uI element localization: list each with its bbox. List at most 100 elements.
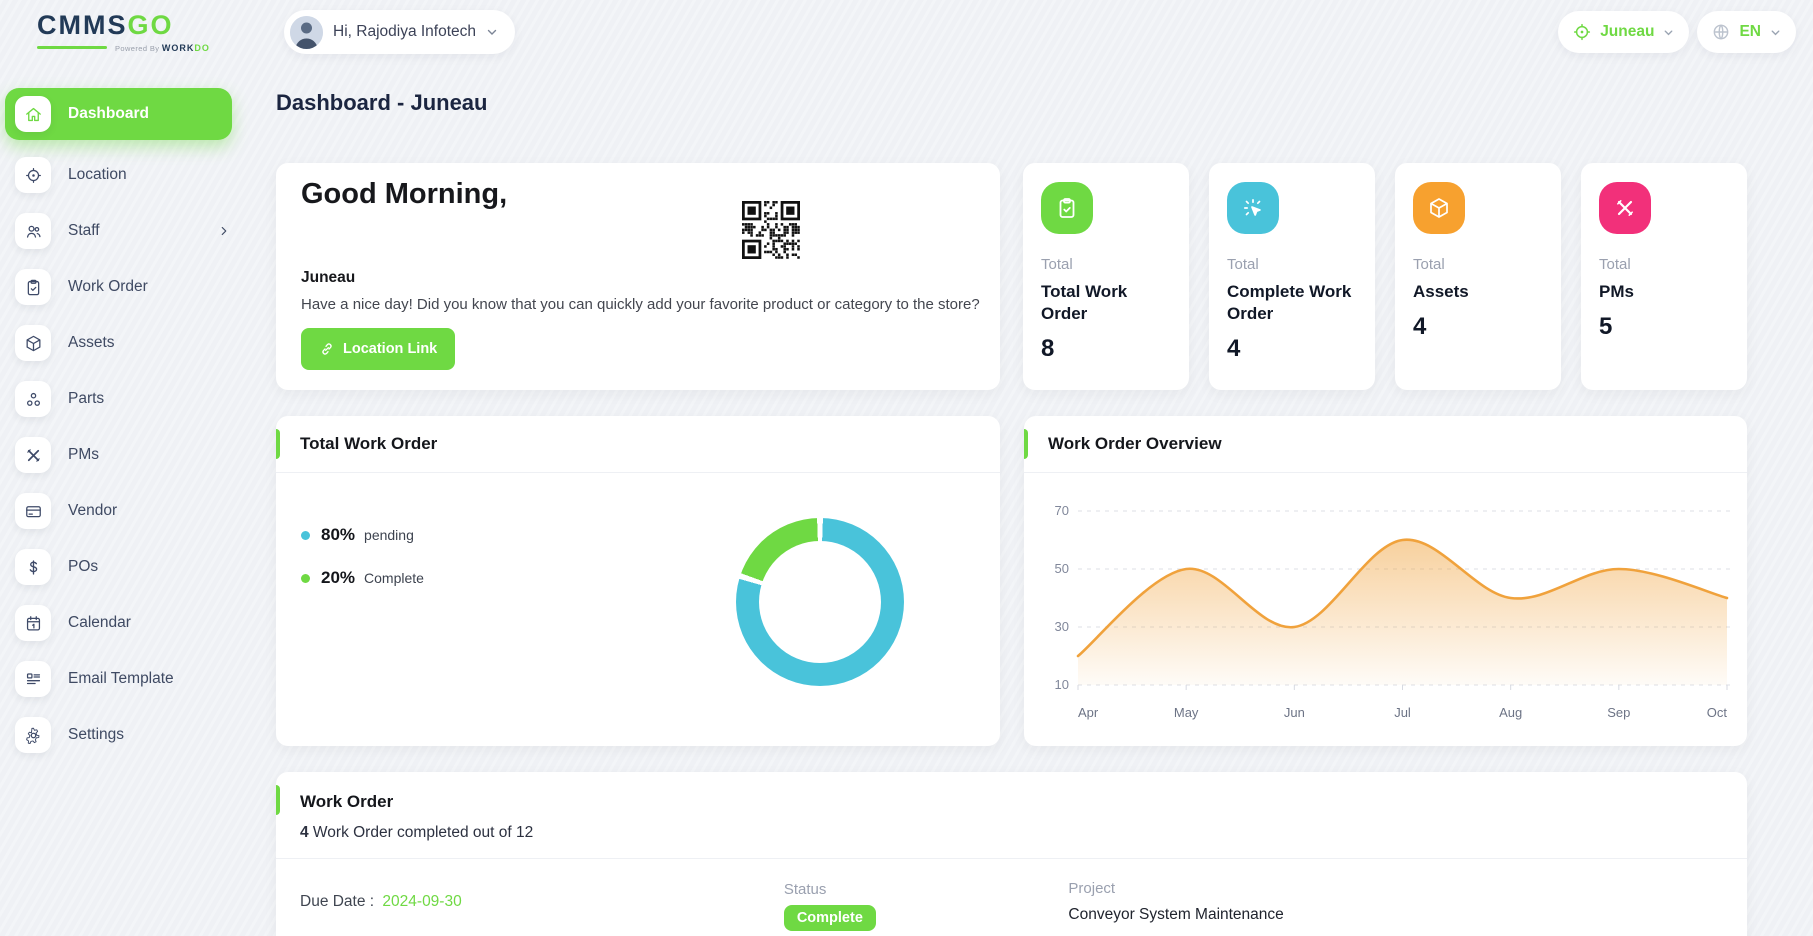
legend-dot: [301, 573, 310, 583]
legend-item-pending: 80% pending: [301, 525, 424, 545]
work-order-overview-card: Work Order Overview 10 30 50 70 Apr May Jun Jul…: [1024, 416, 1747, 746]
language-selector[interactable]: EN: [1697, 11, 1796, 53]
home-icon: [15, 96, 51, 132]
stat-card-assets: Total Assets 4: [1395, 163, 1561, 390]
work-order-detail-card: Work Order 4 Work Order completed out of…: [276, 772, 1747, 936]
clipboard-check-icon: [1041, 182, 1093, 234]
accent-bar: [276, 429, 280, 459]
parts-circles-icon: [15, 381, 51, 417]
crossed-tools-icon: [1599, 182, 1651, 234]
stat-card-complete-work-order: Total Complete Work Order 4: [1209, 163, 1375, 390]
user-menu[interactable]: Hi, Rajodiya Infotech: [284, 10, 516, 54]
language-selector-value: EN: [1739, 23, 1761, 40]
chevron-down-icon: [485, 25, 499, 39]
greeting-message: Have a nice day! Did you know that you c…: [301, 296, 980, 313]
sidebar-item-email-template[interactable]: Email Template: [15, 658, 231, 700]
total-work-order-card: Total Work Order 80% pending 20% Complet…: [276, 416, 1000, 746]
user-greeting: Hi, Rajodiya Infotech: [333, 23, 477, 40]
sidebar-item-pms[interactable]: PMs: [15, 434, 231, 476]
location-target-icon: [15, 157, 51, 193]
greeting-title: Good Morning,: [301, 178, 508, 210]
svg-text:Jun: Jun: [1284, 705, 1305, 720]
chevron-right-icon: [217, 224, 231, 238]
status-label: Status: [783, 881, 827, 898]
location-target-icon: [1574, 23, 1591, 41]
work-order-row[interactable]: Due Date : 2024-09-30 Status Complete Pr…: [276, 859, 1747, 931]
sidebar-item-staff[interactable]: Staff: [15, 210, 231, 252]
donut-legend: 80% pending 20% Complete: [301, 525, 424, 686]
svg-text:Oct: Oct: [1707, 705, 1728, 720]
svg-text:Sep: Sep: [1607, 705, 1630, 720]
greeting-card: Good Morning, Juneau Have a nice day! Di…: [276, 163, 1000, 390]
sidebar-item-assets[interactable]: Assets: [15, 322, 231, 364]
logo-underline: [37, 46, 107, 49]
sidebar-item-dashboard[interactable]: Dashboard: [5, 88, 232, 140]
sidebar-item-settings[interactable]: Settings: [15, 714, 231, 756]
svg-text:Aug: Aug: [1499, 705, 1522, 720]
overview-card-title: Work Order Overview: [1048, 434, 1222, 453]
stat-value: 4: [1227, 335, 1241, 363]
globe-icon: [1714, 24, 1729, 40]
clipboard-check-icon: [15, 269, 51, 305]
stat-card-total-work-order: Total Total Work Order 8: [1023, 163, 1189, 390]
legend-item-complete: 20% Complete: [301, 568, 424, 588]
calendar-icon: [15, 605, 51, 641]
stat-value: 5: [1599, 313, 1613, 341]
people-icon: [15, 213, 51, 249]
crossed-tools-icon: [15, 437, 51, 473]
svg-text:Jul: Jul: [1394, 705, 1411, 720]
location-selector[interactable]: Juneau: [1558, 11, 1690, 53]
due-date-value: 2024-09-30: [382, 893, 462, 910]
stat-value: 4: [1413, 313, 1427, 341]
cube-icon: [15, 325, 51, 361]
greeting-location-name: Juneau: [301, 269, 356, 286]
main-content: Dashboard - Juneau Good Morning, Juneau …: [243, 64, 1813, 936]
svg-text:10: 10: [1055, 677, 1069, 692]
stat-cards: Total Total Work Order 8 Total Complete …: [1023, 163, 1747, 390]
brand-logo[interactable]: CMMSGO Powered By WORKDO: [0, 9, 243, 53]
cursor-click-icon: [1227, 182, 1279, 234]
chevron-down-icon: [1771, 29, 1780, 35]
location-link-button[interactable]: Location Link: [301, 328, 456, 370]
topbar: CMMSGO Powered By WORKDO Hi, Rajodiya In…: [0, 0, 1813, 64]
accent-bar: [1024, 429, 1028, 459]
template-icon: [15, 661, 51, 697]
sidebar-item-parts[interactable]: Parts: [15, 378, 231, 420]
work-order-donut-chart: [736, 518, 904, 686]
donut-card-title: Total Work Order: [300, 434, 438, 453]
work-order-area-chart: 10 30 50 70 Apr May Jun Jul Aug Sep Oct: [1055, 503, 1733, 720]
gear-icon: [15, 717, 51, 753]
sidebar-item-pos[interactable]: POs: [15, 546, 231, 588]
sidebar: Dashboard Location Staff Work Order: [0, 64, 243, 936]
svg-text:70: 70: [1055, 503, 1069, 518]
page-title: Dashboard - Juneau: [276, 90, 488, 115]
qr-code: [742, 201, 800, 259]
sidebar-item-vendor[interactable]: Vendor: [15, 490, 231, 532]
work-order-summary: 4 Work Order completed out of 12: [300, 824, 534, 841]
svg-text:Apr: Apr: [1078, 705, 1099, 720]
credit-card-icon: [15, 493, 51, 529]
location-selector-value: Juneau: [1600, 23, 1655, 40]
status-badge: Complete: [783, 905, 876, 931]
svg-text:50: 50: [1055, 561, 1069, 576]
stat-value: 8: [1041, 335, 1055, 363]
due-date-label: Due Date :: [300, 893, 375, 910]
powered-by-label: Powered By WORKDO: [115, 42, 210, 53]
accent-bar: [276, 785, 280, 815]
stat-card-pms: Total PMs 5: [1581, 163, 1747, 390]
link-icon: [322, 343, 332, 355]
legend-dot: [301, 530, 310, 540]
dollar-icon: [15, 549, 51, 585]
sidebar-item-location[interactable]: Location: [15, 154, 231, 196]
project-value: Conveyor System Maintenance: [1068, 906, 1284, 923]
cube-icon: [1413, 182, 1465, 234]
sidebar-item-calendar[interactable]: Calendar: [15, 602, 231, 644]
chevron-down-icon: [1665, 29, 1673, 35]
sidebar-item-work-order[interactable]: Work Order: [15, 266, 231, 308]
svg-text:May: May: [1174, 705, 1199, 720]
brand-name: CMMSGO: [37, 9, 174, 40]
svg-text:30: 30: [1055, 619, 1069, 634]
project-label: Project: [1068, 880, 1116, 897]
user-avatar: [290, 15, 323, 49]
